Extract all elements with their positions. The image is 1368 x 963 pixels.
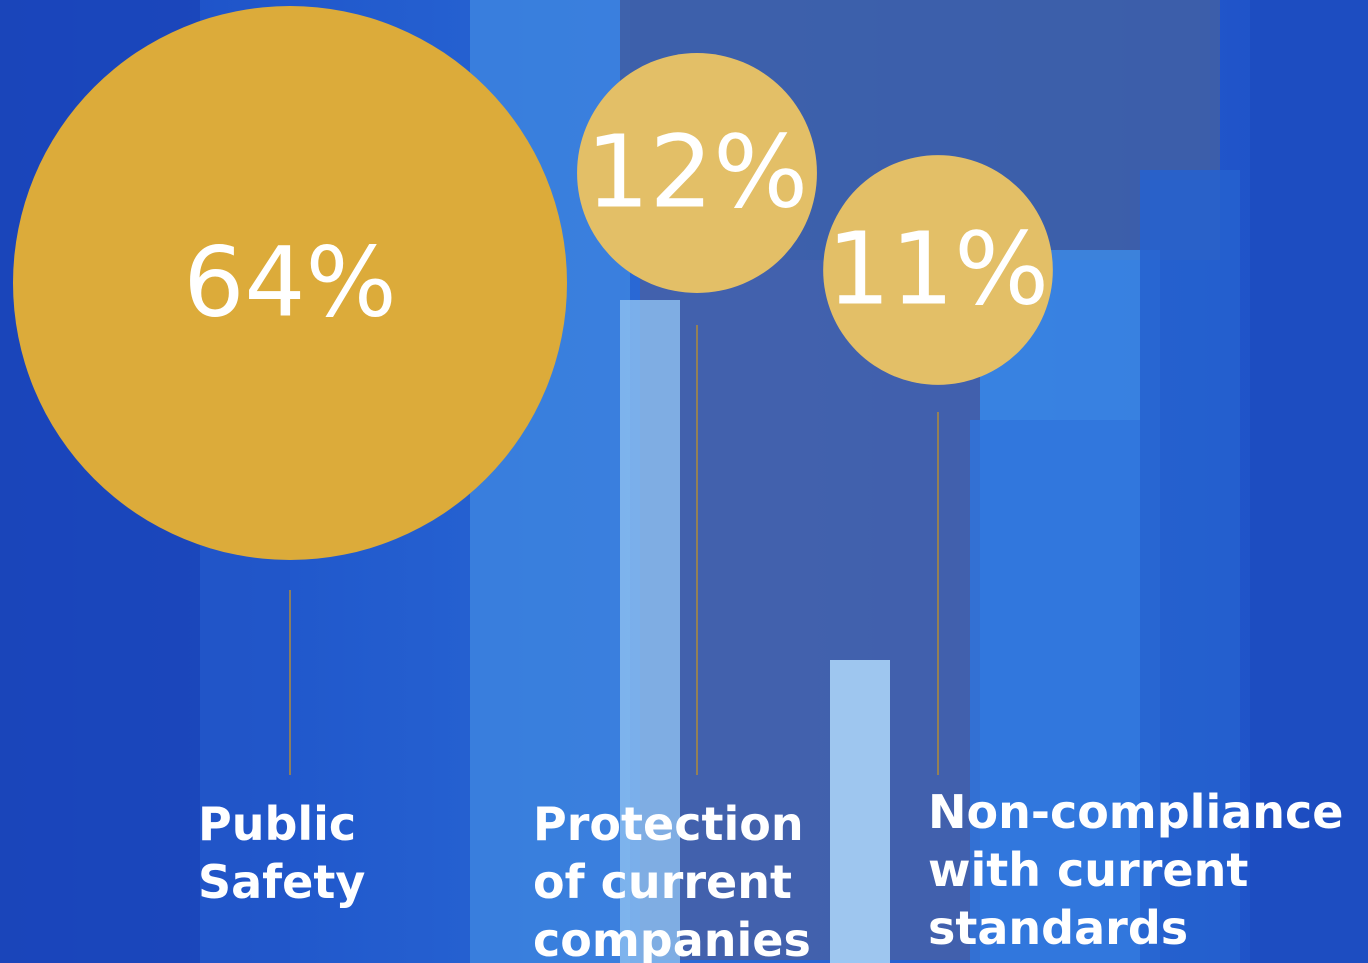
value-label: 11%	[827, 210, 1049, 327]
category-label: Protection of current companies	[533, 797, 811, 963]
value-label: 12%	[586, 113, 808, 230]
category-label: Public Safety	[198, 797, 366, 909]
bubble	[823, 155, 1053, 385]
bubble	[13, 6, 567, 560]
category-label: Non-compliance with current standards	[928, 785, 1344, 955]
value-label: 64%	[183, 226, 396, 338]
bubble	[577, 53, 817, 293]
